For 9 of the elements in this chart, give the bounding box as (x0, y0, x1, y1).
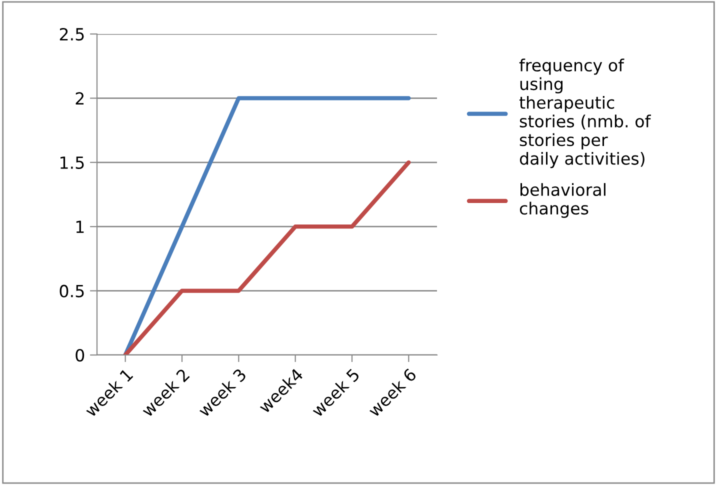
y-tick-label: 1 (76, 220, 84, 233)
legend-label: frequency of using therapeutic stories (nmb. of stories per daily activities) (519, 58, 651, 168)
y-tick-label: 2 (76, 92, 84, 105)
legend-label: behavioral changes (520, 183, 606, 218)
line-series (123, 160, 411, 355)
y-tick-label: 1.5 (60, 156, 84, 169)
y-tick-label: 2.5 (60, 28, 84, 41)
y-tick-label: 0 (76, 348, 84, 362)
y-tick-label: 0.5 (60, 284, 84, 298)
